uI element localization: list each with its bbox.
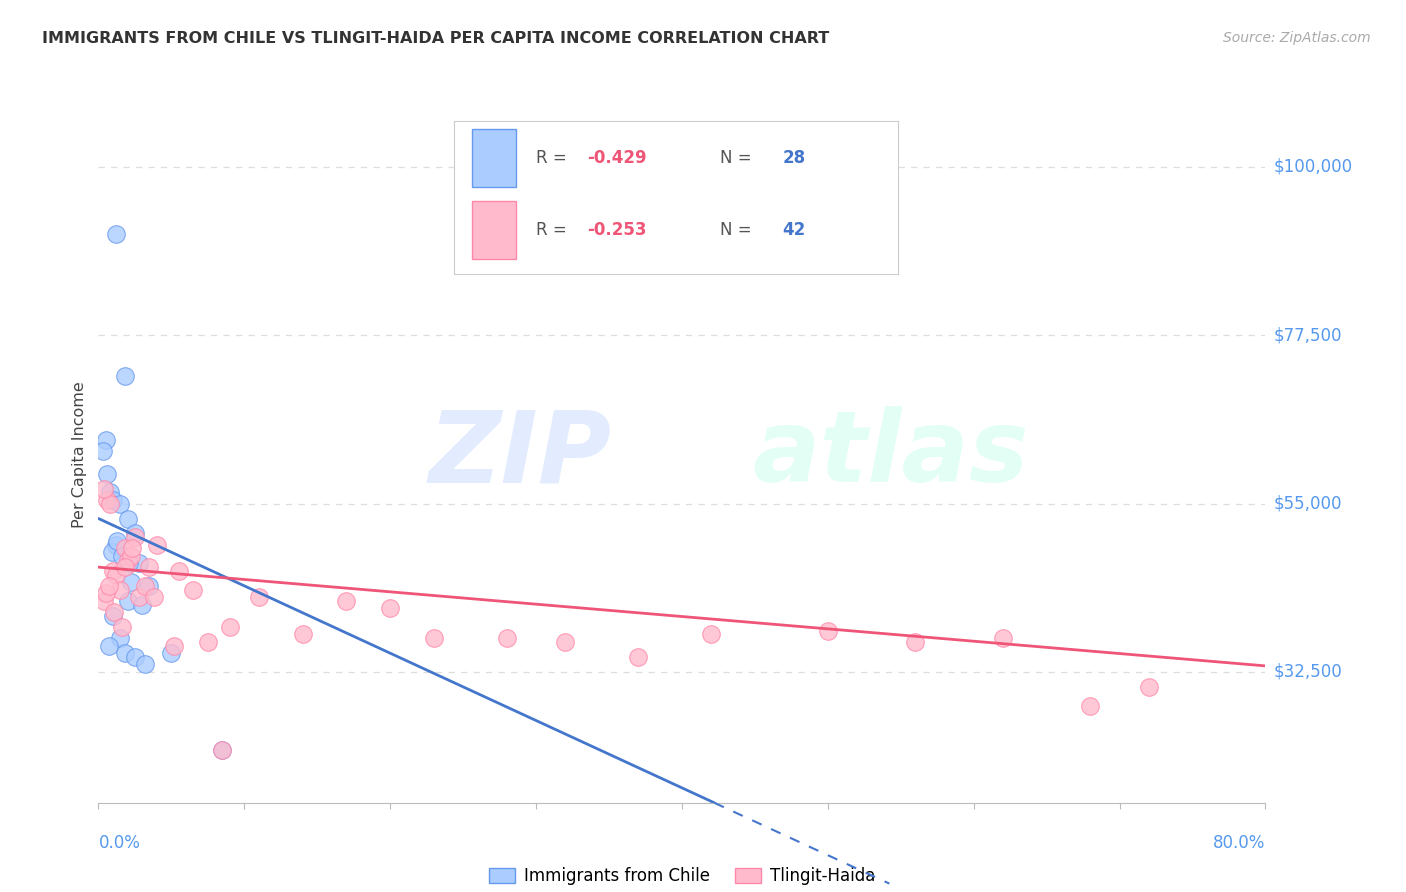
Point <box>93 482 115 496</box>
Point <box>627 649 650 664</box>
Point <box>105 533 128 548</box>
Point <box>167 564 190 578</box>
Point <box>120 575 142 590</box>
Text: atlas: atlas <box>752 407 1028 503</box>
Point <box>97 639 120 653</box>
Point <box>1080 698 1102 713</box>
Point <box>117 511 139 525</box>
Point <box>1137 680 1160 694</box>
Point <box>103 605 125 619</box>
Point <box>291 627 314 641</box>
Point <box>114 560 136 574</box>
Text: ZIP: ZIP <box>429 407 612 503</box>
Point <box>101 492 124 507</box>
Point <box>120 549 142 563</box>
Text: $55,000: $55,000 <box>1274 494 1343 513</box>
Point <box>111 620 134 634</box>
Point <box>104 227 127 242</box>
Point <box>124 530 146 544</box>
Point <box>101 564 124 578</box>
Point <box>134 657 156 672</box>
Point <box>378 601 402 615</box>
Point <box>111 549 134 563</box>
Point <box>117 594 139 608</box>
Point <box>218 620 240 634</box>
Text: $32,500: $32,500 <box>1274 663 1343 681</box>
Point <box>817 624 839 638</box>
Point <box>904 635 927 649</box>
Point <box>110 582 132 597</box>
Point <box>124 649 146 664</box>
Point <box>142 590 165 604</box>
Text: $77,500: $77,500 <box>1274 326 1343 344</box>
Legend: Immigrants from Chile, Tlingit-Haida: Immigrants from Chile, Tlingit-Haida <box>482 861 882 892</box>
Point <box>98 485 121 500</box>
Point <box>211 743 233 757</box>
Point <box>110 497 132 511</box>
Point <box>146 538 169 552</box>
Point <box>211 743 233 757</box>
Point <box>247 590 270 604</box>
Point <box>495 631 517 645</box>
Point <box>96 492 118 507</box>
Point <box>96 467 118 481</box>
Point <box>118 557 141 571</box>
Point <box>93 594 115 608</box>
Point <box>104 567 127 582</box>
Y-axis label: Per Capita Income: Per Capita Income <box>72 382 87 528</box>
Point <box>98 579 121 593</box>
Point <box>554 635 576 649</box>
Point <box>128 590 150 604</box>
Point <box>96 586 118 600</box>
Point <box>98 497 121 511</box>
Point <box>197 635 219 649</box>
Point <box>134 579 156 593</box>
Point <box>110 631 132 645</box>
Text: Source: ZipAtlas.com: Source: ZipAtlas.com <box>1223 31 1371 45</box>
Point <box>163 639 186 653</box>
Point <box>700 627 723 641</box>
Point <box>423 631 446 645</box>
Point <box>138 579 160 593</box>
Point <box>124 526 146 541</box>
Point <box>160 646 183 660</box>
Point <box>91 444 114 458</box>
Point <box>114 369 136 384</box>
Point <box>114 646 136 660</box>
Point <box>131 598 153 612</box>
Text: 80.0%: 80.0% <box>1213 834 1265 852</box>
Point <box>114 541 136 556</box>
Point <box>94 433 117 447</box>
Text: $100,000: $100,000 <box>1274 158 1353 176</box>
Point <box>100 545 122 559</box>
Point <box>104 538 127 552</box>
Point <box>128 557 150 571</box>
Text: 0.0%: 0.0% <box>98 834 141 852</box>
Point <box>181 582 204 597</box>
Point <box>121 541 143 556</box>
Point <box>991 631 1014 645</box>
Point <box>335 594 357 608</box>
Point <box>101 608 124 623</box>
Point <box>138 560 160 574</box>
Text: IMMIGRANTS FROM CHILE VS TLINGIT-HAIDA PER CAPITA INCOME CORRELATION CHART: IMMIGRANTS FROM CHILE VS TLINGIT-HAIDA P… <box>42 31 830 46</box>
Point <box>117 552 139 566</box>
